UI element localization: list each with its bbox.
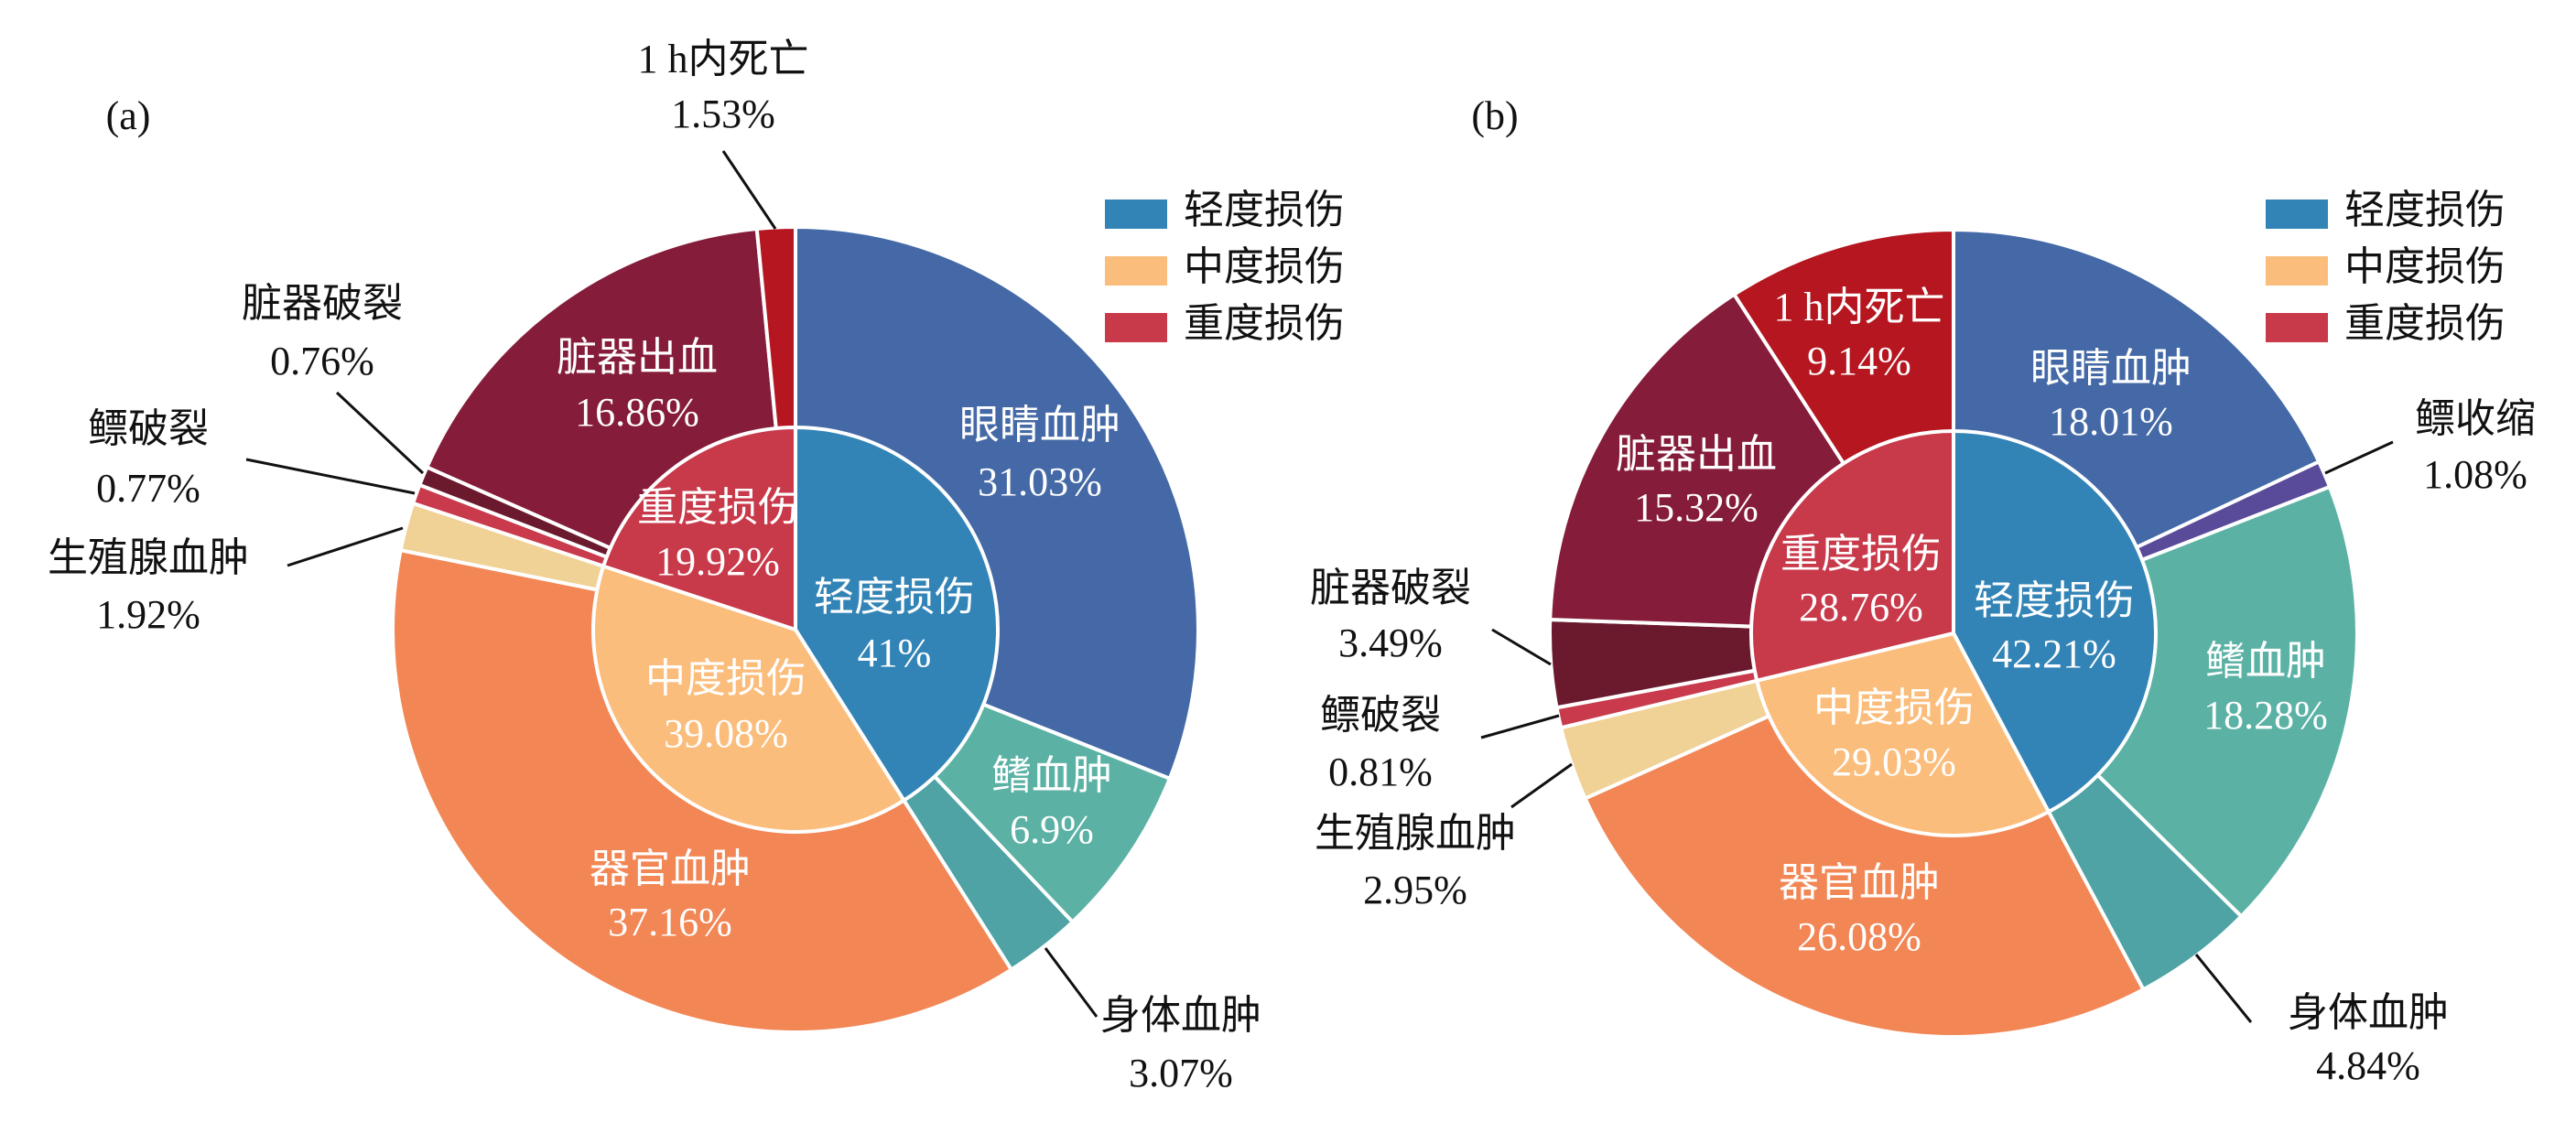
- legend-label: 重度损伤: [2344, 301, 2506, 346]
- legend-swatch: [2266, 256, 2328, 286]
- outer-slice-value: 0.76%: [270, 339, 374, 383]
- outer-slice-name: 身体血肿: [2288, 990, 2449, 1035]
- inner-slice: [1754, 631, 2051, 837]
- inner-slice-value: 41%: [858, 631, 932, 675]
- outer-slice-name: 脏器出血: [1616, 432, 1777, 477]
- outer-slice-name: 生殖腺血肿: [48, 535, 249, 580]
- outer-slice-name: 脏器破裂: [242, 281, 403, 326]
- leader-line: [1491, 628, 1552, 666]
- legend-label: 中度损伤: [1184, 244, 1345, 289]
- inner-slice: [601, 425, 797, 632]
- inner-slice-name: 轻度损伤: [1974, 578, 2135, 623]
- outer-slice-name: 眼睛血肿: [2030, 346, 2192, 391]
- outer-slice-value: 1.08%: [2423, 452, 2527, 497]
- outer-slice-value: 4.84%: [2316, 1043, 2420, 1088]
- inner-slice-value: 39.08%: [664, 711, 788, 756]
- legend-swatch: [2266, 200, 2328, 229]
- leader-line: [245, 458, 416, 495]
- outer-slice-value: 18.01%: [2049, 399, 2173, 444]
- outer-slice-value: 15.32%: [1634, 485, 1759, 530]
- outer-slice-name: 鳍血肿: [2205, 639, 2326, 684]
- panel-label: (b): [1471, 93, 1518, 138]
- inner-slice-name: 中度损伤: [1813, 685, 1975, 730]
- inner-slice-value: 19.92%: [655, 539, 780, 584]
- outer-slice-name: 眼睛血肿: [959, 403, 1120, 448]
- outer-slice-value: 2.95%: [1363, 868, 1467, 912]
- outer-slice-name: 脏器出血: [557, 335, 718, 380]
- outer-slice-value: 3.49%: [1338, 620, 1443, 665]
- outer-slice-value: 6.9%: [1010, 807, 1094, 852]
- outer-slice-value: 1.92%: [96, 592, 200, 637]
- inner-slice-value: 42.21%: [1992, 631, 2116, 676]
- outer-slice-value: 0.77%: [96, 466, 200, 511]
- outer-slice-value: 3.07%: [1129, 1051, 1233, 1095]
- leader-line: [721, 150, 777, 230]
- outer-slice-value: 0.81%: [1328, 750, 1433, 794]
- inner-slice-value: 29.03%: [1832, 739, 1956, 784]
- donut-chart-a: 轻度损伤 41% 中度损伤 39.08% 重度损伤 19.92% 眼睛血肿 31.03% 鳍血肿…: [48, 37, 1261, 1095]
- outer-slice-name: 1 h内死亡: [1774, 285, 1945, 329]
- leader-line: [335, 391, 425, 475]
- legend-label: 轻度损伤: [2344, 188, 2506, 232]
- inner-slice-name: 中度损伤: [645, 656, 806, 701]
- outer-slice-name: 生殖腺血肿: [1315, 811, 1516, 856]
- outer-slice-name: 脏器破裂: [1310, 566, 1471, 610]
- inner-slice: [1952, 428, 2158, 815]
- donut-chart-b: 轻度损伤 42.21% 中度损伤 29.03% 重度损伤 28.76% 眼睛血肿 18.01%…: [1310, 93, 2536, 1088]
- outer-slice-name: 1 h内死亡: [638, 37, 809, 81]
- legend-label: 重度损伤: [1184, 301, 1345, 346]
- inner-slice: [1749, 428, 1955, 684]
- panel-label: (a): [106, 93, 151, 138]
- inner-slice: [591, 564, 907, 834]
- outer-slice-value: 18.28%: [2203, 693, 2328, 738]
- legend-swatch: [1105, 313, 1167, 342]
- outer-slice-name: 器官血肿: [590, 847, 751, 891]
- leader-line: [2324, 440, 2394, 475]
- outer-slice-name: 身体血肿: [1100, 993, 1261, 1038]
- outer-slice-name: 鳔收缩: [2415, 396, 2536, 441]
- outer-slice-name: 鳍血肿: [991, 753, 1112, 798]
- leader-line: [2194, 954, 2253, 1023]
- inner-slice-name: 重度损伤: [1780, 532, 1942, 577]
- inner-slice-name: 轻度损伤: [814, 575, 975, 620]
- legend-label: 中度损伤: [2344, 244, 2506, 289]
- outer-slice-value: 26.08%: [1797, 914, 1921, 959]
- inner-slice-name: 重度损伤: [637, 485, 798, 530]
- legend-label: 轻度损伤: [1184, 188, 1345, 232]
- outer-slice-value: 37.16%: [608, 900, 732, 944]
- outer-slice-name: 鳔破裂: [1320, 693, 1441, 738]
- legend-swatch: [1105, 200, 1167, 229]
- outer-slice-value: 9.14%: [1807, 339, 1911, 383]
- legend-swatch: [1105, 256, 1167, 286]
- leader-line: [1044, 947, 1099, 1018]
- outer-slice-value: 16.86%: [575, 390, 699, 435]
- legend-swatch: [2266, 313, 2328, 342]
- leader-line: [287, 526, 404, 567]
- leader-line: [1510, 762, 1573, 809]
- outer-slice-value: 31.03%: [978, 459, 1102, 504]
- outer-slice-name: 鳔破裂: [88, 406, 209, 451]
- outer-slice-name: 器官血肿: [1779, 860, 1940, 905]
- outer-slice-value: 1.53%: [671, 92, 775, 136]
- leader-line: [1480, 714, 1560, 739]
- inner-slice-value: 28.76%: [1799, 585, 1923, 630]
